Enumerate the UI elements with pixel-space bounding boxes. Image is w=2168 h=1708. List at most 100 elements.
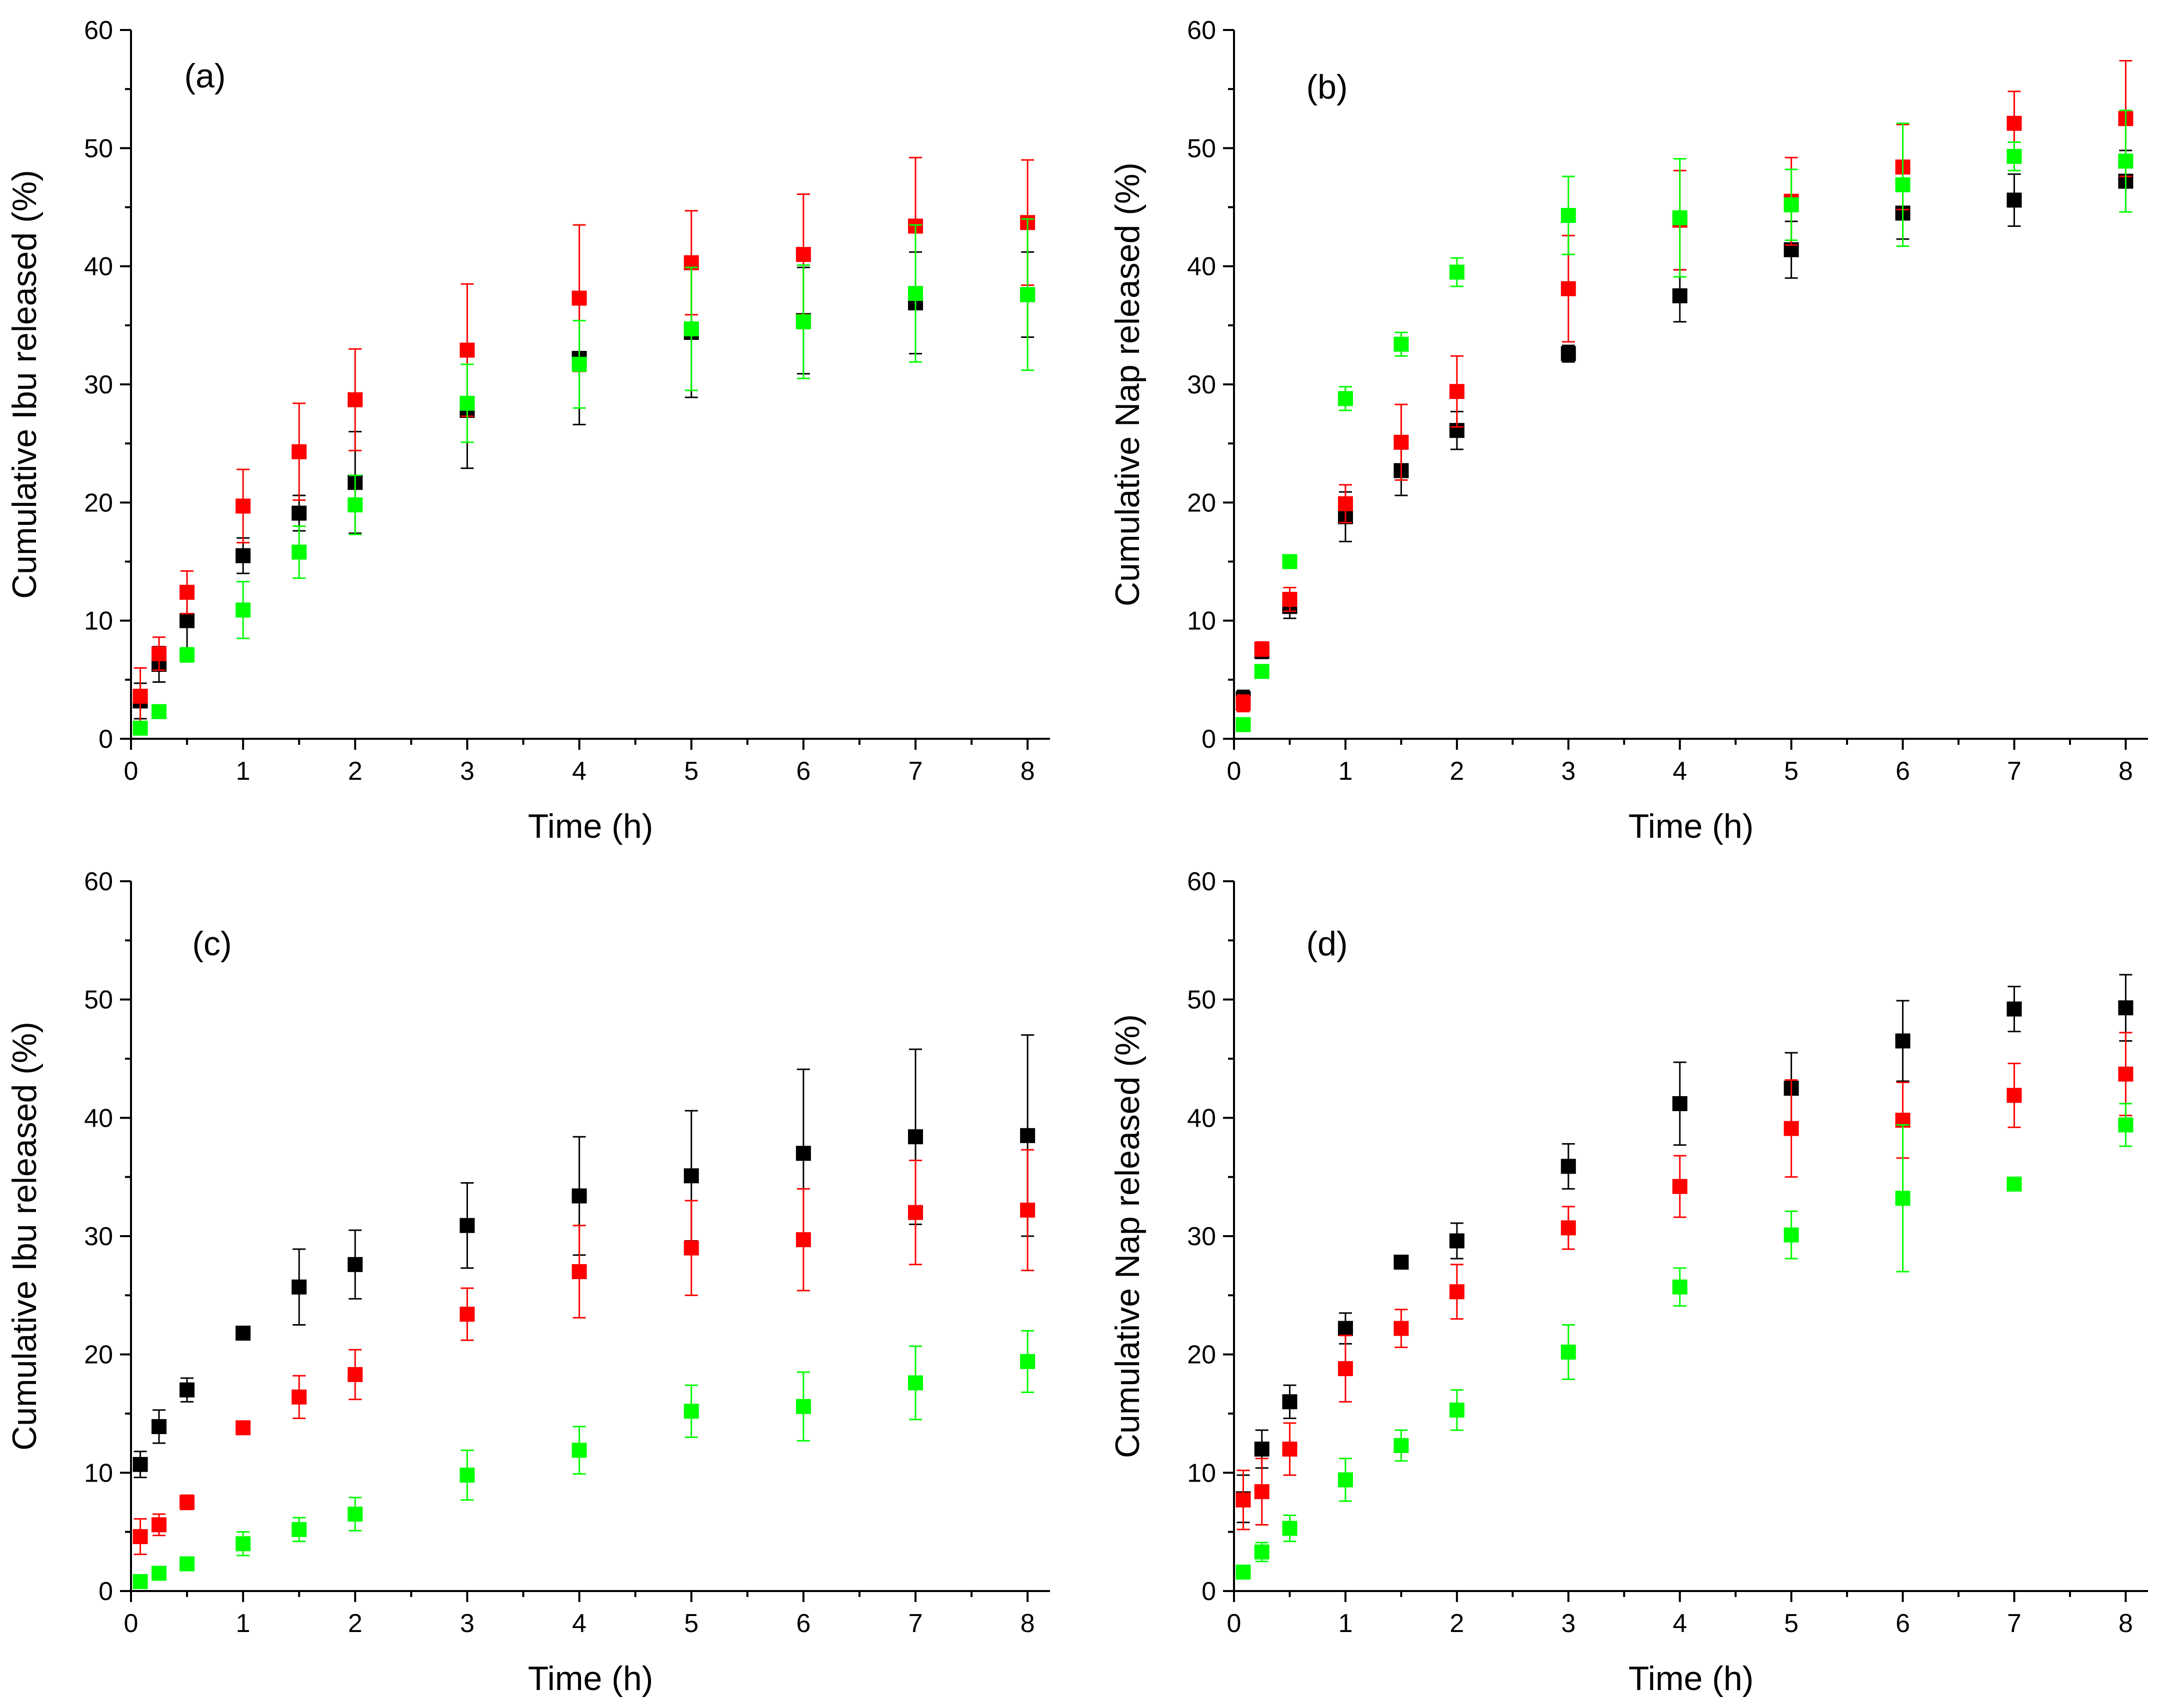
data-point <box>460 1468 475 1483</box>
panel-label: (c) <box>192 925 232 963</box>
y-tick-label: 10 <box>1187 607 1216 636</box>
data-point <box>796 1146 811 1161</box>
data-point <box>1784 1227 1799 1243</box>
data-point <box>292 505 307 521</box>
data-point <box>236 498 251 514</box>
x-tick-label: 8 <box>1020 757 1035 786</box>
chart-panel-3: 0 1 2 3 4 5 6 7 8 0 10 20 30 40 50 60 Time (h) Cumulative… <box>6 867 1050 1698</box>
data-point <box>1394 434 1409 450</box>
data-point <box>572 1264 587 1279</box>
data-point <box>1394 1321 1409 1336</box>
data-point <box>1338 391 1353 406</box>
data-point <box>180 1556 195 1572</box>
data-point <box>460 1307 475 1322</box>
x-tick-label: 3 <box>460 757 474 786</box>
data-point <box>1020 1128 1036 1143</box>
data-point <box>1282 1442 1298 1457</box>
data-point <box>1449 264 1464 280</box>
x-tick-label: 7 <box>908 1609 923 1638</box>
y-tick-label: 0 <box>98 725 113 754</box>
x-tick-label: 4 <box>1672 1609 1687 1638</box>
data-point <box>1394 336 1409 352</box>
y-tick-label: 20 <box>84 1341 113 1370</box>
x-axis-label: Time (h) <box>1628 1660 1754 1698</box>
data-point <box>236 1326 251 1341</box>
x-tick-label: 0 <box>124 1609 138 1638</box>
data-point <box>572 356 587 372</box>
data-point <box>2006 115 2022 131</box>
y-tick-label: 40 <box>1187 252 1216 281</box>
data-point <box>1236 717 1251 732</box>
data-point <box>1020 1354 1036 1369</box>
x-tick-label: 4 <box>572 1609 586 1638</box>
data-point <box>1338 1472 1353 1488</box>
data-point <box>2006 148 2022 164</box>
data-point <box>348 497 363 513</box>
data-point <box>152 646 167 661</box>
data-point <box>1560 1159 1576 1174</box>
data-point <box>1236 1565 1251 1580</box>
x-axis-label: Time (h) <box>528 807 654 845</box>
data-point <box>348 1507 363 1522</box>
data-point <box>1672 1096 1688 1111</box>
panel-label: (d) <box>1306 925 1348 963</box>
chart-panel-2: 0 1 2 3 4 5 6 7 8 0 10 20 30 40 50 60 Time (h) Cumulative… <box>1108 16 2148 845</box>
panel-label: (b) <box>1306 68 1348 106</box>
x-tick-label: 8 <box>1020 1609 1035 1638</box>
x-tick-label: 2 <box>348 757 362 786</box>
x-tick-label: 0 <box>124 757 138 786</box>
x-tick-label: 8 <box>2118 757 2133 786</box>
data-point <box>1282 1521 1298 1536</box>
data-point <box>1672 210 1688 225</box>
data-point <box>1449 1402 1464 1418</box>
data-point <box>2118 153 2134 169</box>
data-point <box>1394 1255 1409 1270</box>
y-axis-label: Cumulative Ibu released (%) <box>6 1022 44 1451</box>
y-tick-label: 60 <box>1187 867 1216 896</box>
data-point <box>572 1188 587 1204</box>
data-point <box>1560 346 1576 361</box>
x-tick-label: 2 <box>1450 757 1464 786</box>
series-3 <box>1236 1103 2134 1580</box>
y-tick-label: 30 <box>84 1222 113 1251</box>
y-axis-label: Cumulative Nap released (%) <box>1108 1014 1146 1458</box>
data-point <box>1338 1321 1353 1336</box>
y-tick-label: 40 <box>1187 1104 1216 1133</box>
data-point <box>180 613 195 628</box>
x-tick-label: 8 <box>2118 1609 2133 1638</box>
data-point <box>152 1419 167 1435</box>
data-point <box>180 647 195 663</box>
x-tick-label: 7 <box>2007 1609 2022 1638</box>
data-point <box>348 1367 363 1382</box>
data-point <box>908 1129 924 1145</box>
data-point <box>2118 1117 2134 1133</box>
data-point <box>1784 197 1799 212</box>
x-tick-label: 3 <box>1561 1609 1576 1638</box>
data-point <box>572 1443 587 1458</box>
x-tick-label: 0 <box>1227 757 1242 786</box>
data-point <box>1784 1121 1799 1136</box>
series-3 <box>1236 109 2134 732</box>
data-point <box>1254 641 1270 657</box>
data-point <box>1254 1484 1270 1500</box>
data-point <box>1254 1442 1270 1457</box>
data-point <box>180 1382 195 1398</box>
series-2 <box>1236 1032 2134 1531</box>
y-tick-label: 30 <box>84 370 113 399</box>
data-point <box>684 1168 699 1184</box>
data-point <box>1394 1438 1409 1453</box>
y-tick-label: 0 <box>98 1577 113 1606</box>
data-point <box>1254 664 1270 679</box>
data-point <box>1449 1233 1464 1249</box>
data-point <box>236 602 251 618</box>
data-point <box>2118 1066 2134 1082</box>
data-point <box>684 321 699 336</box>
series-2 <box>132 1149 1036 1556</box>
data-point <box>236 548 251 563</box>
data-point <box>2006 192 2022 208</box>
data-point <box>2006 1088 2022 1103</box>
data-point <box>1895 1191 1910 1206</box>
data-point <box>796 314 811 329</box>
data-point <box>1560 1220 1576 1236</box>
